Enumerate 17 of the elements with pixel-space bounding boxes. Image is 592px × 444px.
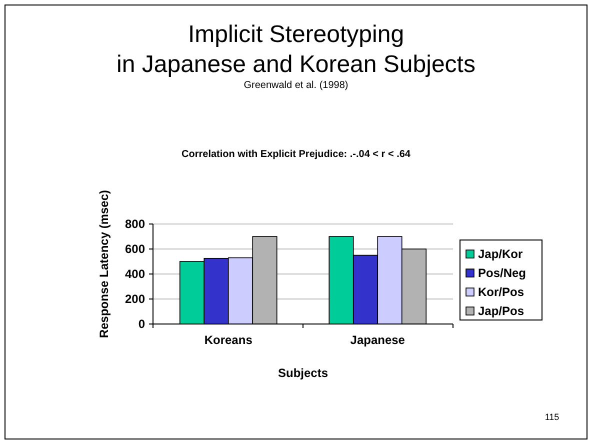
text: 115 <box>544 412 560 422</box>
y-tick-label: 200 <box>124 292 146 306</box>
legend-label: Jap/Pos <box>478 304 524 318</box>
y-axis-title: Response Latency (msec) <box>97 190 111 338</box>
chart-title: Implicit Stereotyping in Japanese and Korean Subjects <box>116 21 476 78</box>
legend-label: Pos/Neg <box>478 266 526 280</box>
chart-subtitle: Greenwald et al. (1998) <box>244 80 348 91</box>
legend-label: Kor/Pos <box>478 285 524 299</box>
y-tick-label: 0 <box>138 317 146 331</box>
x-tick-label: Japanese <box>350 333 406 347</box>
text: Correlation with Explicit Prejudice: .-.04 < r < .64 <box>182 149 411 160</box>
y-tick-label: 600 <box>124 242 146 256</box>
legend-label: Jap/Kor <box>478 247 524 261</box>
y-tick-label: 400 <box>124 267 146 281</box>
x-axis-title: Subjects <box>278 366 328 380</box>
y-tick-label: 800 <box>124 217 146 231</box>
x-tick-label: Koreans <box>204 333 253 347</box>
